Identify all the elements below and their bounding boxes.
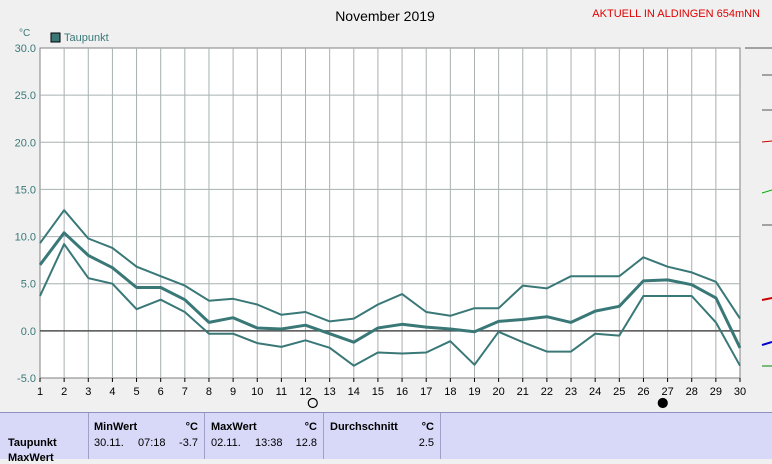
x-tick-label: 2 xyxy=(61,386,67,398)
stats-row-label-cell: Taupunkt MaxWert xyxy=(0,413,89,464)
x-tick-label: 24 xyxy=(589,386,601,398)
x-tick-label: 13 xyxy=(324,386,336,398)
y-tick-label: 10.0 xyxy=(15,232,36,244)
x-tick-label: 19 xyxy=(468,386,480,398)
series-line-max xyxy=(39,209,741,323)
legend-label: Taupunkt xyxy=(64,32,109,44)
avg-header: Durchschnitt xyxy=(330,421,398,433)
x-tick-label: 29 xyxy=(710,386,722,398)
right-edge-marks xyxy=(745,47,772,367)
x-tick-label: 5 xyxy=(133,386,139,398)
x-tick-label: 9 xyxy=(230,386,236,398)
x-tick-label: 20 xyxy=(492,386,504,398)
y-tick-label: 25.0 xyxy=(15,90,36,102)
moon-markers xyxy=(307,397,668,409)
min-time: 07:18 xyxy=(138,437,166,449)
min-date: 30.11. xyxy=(94,437,124,449)
x-tick-label: 12 xyxy=(299,386,311,398)
x-tick-label: 15 xyxy=(372,386,384,398)
legend: Taupunkt xyxy=(50,32,109,44)
grid xyxy=(40,48,740,378)
x-tick-label: 16 xyxy=(396,386,408,398)
x-tick-label: 1 xyxy=(37,386,43,398)
y-tick-label: 30.0 xyxy=(15,43,36,55)
x-tick-label: 25 xyxy=(613,386,625,398)
x-tick-label: 7 xyxy=(182,386,188,398)
y-tick-label: 5.0 xyxy=(21,279,36,291)
stats-min-cell: MinWert °C 30.11. 07:18 -3.7 xyxy=(88,413,205,459)
avg-unit: °C xyxy=(421,421,434,433)
plot-area xyxy=(39,47,741,379)
x-tick-label: 28 xyxy=(686,386,698,398)
x-tick-label: 10 xyxy=(251,386,263,398)
x-tick-label: 26 xyxy=(637,386,649,398)
x-tick-label: 17 xyxy=(420,386,432,398)
x-tick-label: 23 xyxy=(565,386,577,398)
x-tick-label: 3 xyxy=(85,386,91,398)
y-tick-label: 20.0 xyxy=(15,137,36,149)
legend-swatch xyxy=(50,32,61,43)
x-tick-label: 14 xyxy=(348,386,360,398)
x-tick-label: 30 xyxy=(734,386,746,398)
min-header: MinWert xyxy=(94,421,138,433)
min-value: -3.7 xyxy=(179,437,198,449)
x-tick-label: 21 xyxy=(517,386,529,398)
x-tick-label: 27 xyxy=(661,386,673,398)
series-group xyxy=(38,209,742,367)
new-moon-marker xyxy=(657,397,668,409)
x-tick-label: 22 xyxy=(541,386,553,398)
max-unit: °C xyxy=(304,421,317,433)
y-tick-label: 15.0 xyxy=(15,184,36,196)
y-unit-label: °C xyxy=(19,28,30,39)
chart: November 2019 AKTUELL IN ALDINGEN 654mNN… xyxy=(15,8,772,409)
y-tick-label: 0.0 xyxy=(21,326,36,338)
y-tick-label: -5.0 xyxy=(17,373,36,385)
series-line-mean xyxy=(38,231,742,349)
x-tick-label: 8 xyxy=(206,386,212,398)
max-header: MaxWert xyxy=(211,421,257,433)
max-time: 13:38 xyxy=(255,437,283,449)
series-line-min xyxy=(39,243,741,367)
stats-avg-cell: Durchschnitt °C 2.5 xyxy=(324,413,441,459)
full-moon-marker xyxy=(307,397,318,409)
avg-value: 2.5 xyxy=(418,437,434,449)
max-value: 12.8 xyxy=(295,437,317,449)
stats-row-label: Taupunkt xyxy=(8,437,57,449)
x-tick-label: 18 xyxy=(444,386,456,398)
x-tick-label: 4 xyxy=(109,386,115,398)
stats-panel: Taupunkt MaxWert MinWert °C 30.11. 07:18… xyxy=(0,412,772,464)
min-unit: °C xyxy=(185,421,198,433)
x-tick-label: 11 xyxy=(276,386,287,398)
stats-next-row-label: MaxWert xyxy=(8,452,54,464)
y-axis: -5.0 0.0 5.0 10.0 15.0 20.0 25.0 30.0 xyxy=(15,43,36,385)
max-date: 02.11. xyxy=(211,437,241,449)
x-axis: 1 2 3 4 5 6 7 8 9 10 11 12 13 14 15 16 17 18 19 20 21 22 23 24 2… xyxy=(37,378,746,398)
chart-title: November 2019 xyxy=(335,8,435,24)
stats-max-cell: MaxWert °C 02.11. 13:38 12.8 xyxy=(205,413,324,459)
x-tick-label: 6 xyxy=(158,386,164,398)
location-label: AKTUELL IN ALDINGEN 654mNN xyxy=(592,8,760,20)
